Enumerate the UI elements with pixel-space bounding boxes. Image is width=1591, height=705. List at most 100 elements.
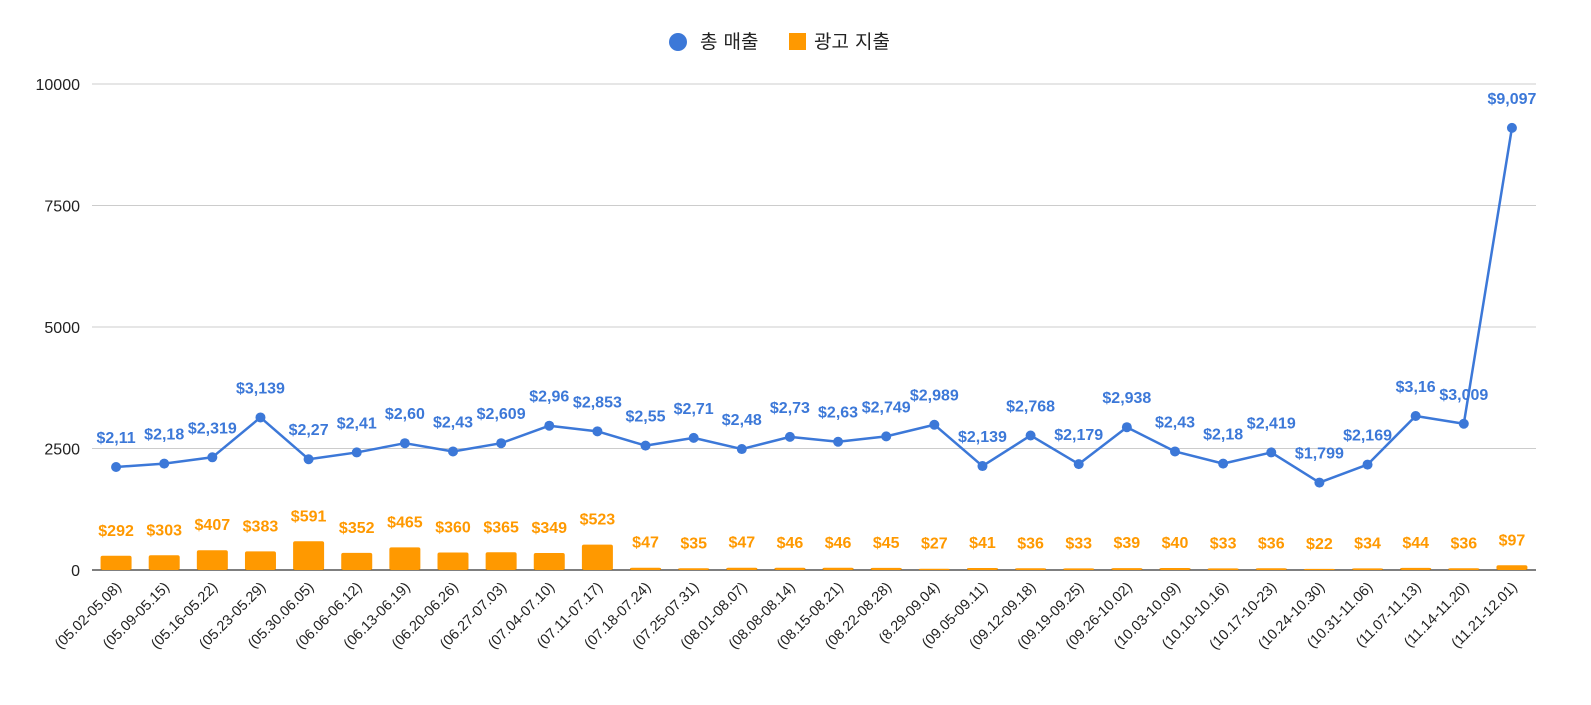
sales-data-label: $2,169: [1343, 428, 1392, 445]
sales-data-label: $2,139: [958, 429, 1007, 446]
sales-point: [1025, 430, 1036, 441]
ad-spend-bar: [1159, 568, 1191, 570]
ad-spend-bar: [485, 552, 517, 570]
ad-spend-bar: [389, 547, 421, 570]
sales-data-label: $9,097: [1487, 91, 1536, 108]
sales-data-label: $2,73: [770, 400, 810, 417]
sales-point: [736, 444, 747, 455]
ad-spend-bar: [870, 567, 902, 570]
ad-spend-bar: [148, 555, 180, 570]
sales-point: [1506, 122, 1517, 133]
sales-line-path: [115, 127, 1514, 484]
legend-ad-spend-marker: [789, 33, 806, 50]
sales-data-label: $3,139: [236, 380, 285, 397]
ad-spend-data-label: $523: [580, 512, 616, 529]
sales-point: [1266, 447, 1277, 458]
ad-spend-data-label: $47: [632, 535, 659, 552]
ad-spend-bar: [533, 553, 565, 570]
sales-point: [1314, 477, 1325, 488]
ad-spend-data-label: $35: [680, 535, 707, 552]
ad-spend-data-label: $22: [1306, 536, 1333, 553]
ad-spend-bar: [1496, 565, 1528, 570]
ad-spend-data-label: $33: [1210, 535, 1237, 552]
ad-spend-bar: [1015, 568, 1047, 570]
sales-point: [592, 426, 603, 437]
sales-data-label: $2,11: [96, 430, 135, 447]
sales-data-label: $2,96: [529, 389, 569, 406]
ad-spend-bar: [244, 551, 276, 570]
sales-data-label: $2,43: [1155, 414, 1195, 431]
sales-point: [881, 431, 892, 442]
sales-data-label: $2,71: [674, 401, 714, 418]
sales-data-label: $1,799: [1295, 446, 1344, 463]
sales-point: [1170, 446, 1180, 457]
sales-point: [111, 462, 122, 473]
sales-point: [977, 461, 988, 472]
ad-spend-data-label: $36: [1450, 535, 1477, 552]
sales-point: [640, 440, 651, 451]
sales-data-label: $2,60: [385, 406, 425, 423]
sales-point: [688, 432, 699, 443]
sales-data-label: $2,768: [1006, 398, 1055, 415]
sales-line: [111, 122, 1517, 488]
gridlines: [92, 83, 1536, 571]
sales-data-label: $2,41: [337, 415, 377, 432]
ad-spend-data-label: $303: [146, 522, 182, 539]
ad-spend-bar: [437, 552, 469, 570]
sales-point: [1362, 459, 1373, 470]
sales-point: [784, 431, 795, 442]
ad-spend-bar: [1448, 568, 1480, 570]
sales-point: [544, 420, 555, 431]
sales-point: [448, 446, 458, 457]
sales-point: [255, 412, 266, 423]
ad-spend-bar: [196, 550, 228, 570]
ad-spend-data-label: $39: [1114, 535, 1141, 552]
ad-spend-bar: [726, 567, 758, 570]
ad-spend-bar: [822, 567, 854, 570]
legend-ad-spend-label: 광고 지출: [814, 31, 890, 53]
y-tick-label: 7500: [44, 199, 80, 216]
legend-item-ad-spend[interactable]: 광고 지출: [789, 31, 890, 53]
ad-spend-data-label: $46: [825, 535, 852, 552]
ad-spend-data-label: $41: [969, 535, 996, 552]
ad-spend-bar: [918, 568, 950, 570]
sales-data-label: $2,63: [818, 405, 858, 422]
ad-spend-bar: [1352, 568, 1384, 570]
sales-data-label: $2,853: [573, 394, 622, 411]
ad-spend-bar: [341, 552, 373, 570]
sales-point: [159, 458, 170, 469]
ad-spend-data-label: $360: [435, 520, 471, 537]
sales-point: [399, 438, 410, 449]
ad-spend-data-label: $27: [921, 536, 948, 553]
sales-data-label: $2,48: [722, 412, 762, 429]
sales-point: [929, 419, 940, 430]
ad-spend-data-label: $292: [98, 523, 134, 540]
ad-spend-data-label: $465: [387, 514, 423, 531]
sales-data-label: $2,27: [289, 422, 329, 439]
legend-item-sales[interactable]: 총 매출: [669, 31, 758, 53]
sales-data-label: $2,55: [626, 409, 666, 426]
x-axis: (05.02-05.08)(05.09-05.15)(05.16-05.22)(…: [52, 580, 1521, 653]
ad-spend-bar: [1255, 568, 1287, 570]
ad-spend-bar: [100, 555, 132, 570]
ad-spend-bars: [100, 541, 1528, 570]
sales-point: [1410, 410, 1421, 421]
y-tick-label: 2500: [44, 442, 80, 459]
ad-spend-data-label: $97: [1499, 532, 1526, 549]
ad-spend-data-label: $46: [777, 535, 804, 552]
y-axis: 0 2500 5000 7500 10000: [36, 77, 81, 580]
sales-data-label: $2,319: [188, 420, 237, 437]
ad-spend-data-label: $40: [1162, 535, 1189, 552]
ad-spend-data-label: $34: [1354, 535, 1381, 552]
legend-sales-marker: [669, 33, 687, 51]
ad-spend-bar: [966, 568, 998, 570]
y-tick-label: 0: [71, 563, 80, 580]
ad-spend-data-label: $47: [728, 535, 755, 552]
ad-spend-data-label: $365: [483, 519, 519, 536]
sales-data-label: $2,938: [1102, 390, 1151, 407]
sales-point: [833, 436, 844, 447]
sales-data-label: $2,749: [862, 399, 911, 416]
ad-spend-data-label: $36: [1258, 535, 1285, 552]
ad-spend-data-label: $383: [243, 518, 279, 535]
sales-point: [496, 438, 507, 449]
